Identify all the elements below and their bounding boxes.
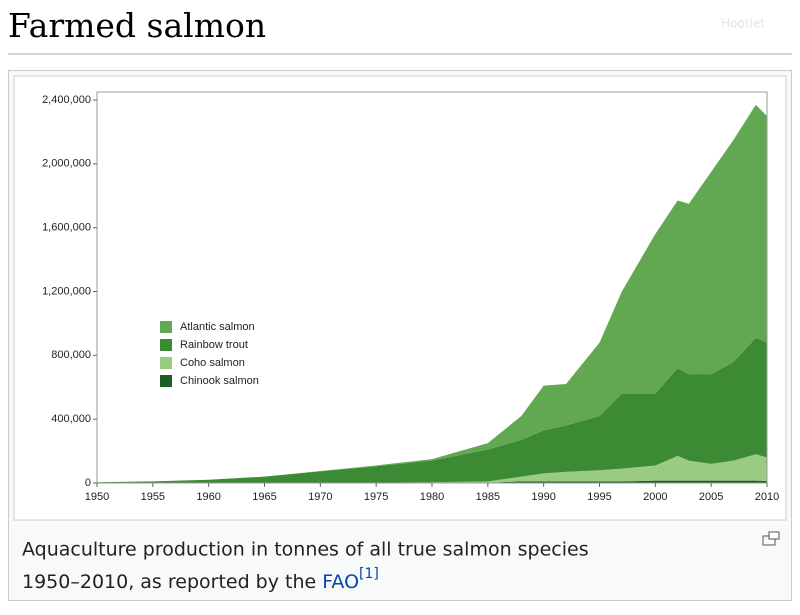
legend-label: Atlantic salmon bbox=[180, 321, 255, 333]
x-tick-label: 2000 bbox=[643, 491, 667, 503]
legend-label: Chinook salmon bbox=[180, 375, 259, 387]
caption-text: 1950–2010, as reported by the bbox=[22, 571, 316, 593]
legend-label: Coho salmon bbox=[180, 357, 245, 369]
x-tick-label: 1960 bbox=[196, 491, 220, 503]
x-tick-label: 1950 bbox=[85, 491, 109, 503]
y-tick-label: 2,400,000 bbox=[42, 94, 91, 106]
plot: 0 400,000 800,000 1,200,000 1,600,000 2,000,0… bbox=[42, 91, 779, 503]
caption-line: Aquaculture production in tonnes of all … bbox=[22, 539, 589, 561]
legend-swatch bbox=[160, 339, 172, 351]
legend-label: Rainbow trout bbox=[180, 339, 248, 351]
area bbox=[97, 337, 767, 483]
heading: Farmed salmon bbox=[8, 6, 266, 45]
reference[interactable]: [1] bbox=[359, 566, 379, 582]
caption-link[interactable]: FAO bbox=[322, 571, 359, 593]
x-tick-label: 1955 bbox=[141, 491, 165, 503]
x-tick-label: 1965 bbox=[252, 491, 276, 503]
x-tick-label: 1970 bbox=[308, 491, 332, 503]
legend-swatch bbox=[160, 375, 172, 387]
area bbox=[97, 480, 767, 483]
y-tick-label: 2,000,000 bbox=[42, 158, 91, 170]
legend-swatch bbox=[160, 321, 172, 333]
legend-swatch bbox=[160, 357, 172, 369]
x-tick-label: 1995 bbox=[587, 491, 611, 503]
y-tick-label: 400,000 bbox=[51, 413, 91, 425]
enlarge-icon[interactable] bbox=[762, 531, 780, 546]
area bbox=[97, 454, 767, 483]
y-tick-label: 1,200,000 bbox=[42, 285, 91, 297]
x-tick-label: 2010 bbox=[755, 491, 779, 503]
x-tick-label: 1980 bbox=[420, 491, 444, 503]
y-tick-label: 800,000 bbox=[51, 349, 91, 361]
x-tick-label: 2005 bbox=[699, 491, 723, 503]
y-tick-label: 1,600,000 bbox=[42, 222, 91, 234]
y-tick-label: 0 bbox=[85, 477, 91, 489]
x-tick-label: 1975 bbox=[364, 491, 388, 503]
watermark: Hootlet bbox=[721, 17, 765, 31]
area bbox=[97, 104, 767, 483]
x-tick-label: 1985 bbox=[476, 491, 500, 503]
x-tick-label: 1990 bbox=[531, 491, 555, 503]
caption-line: 1950–2010, as reported by the FAO[1] bbox=[22, 566, 379, 593]
